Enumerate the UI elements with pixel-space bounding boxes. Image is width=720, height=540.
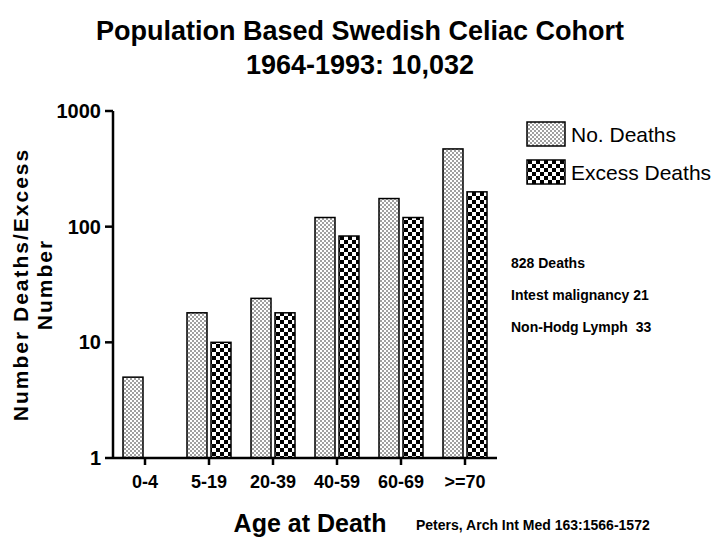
x-tick-label: >=70 <box>444 472 485 492</box>
y-tick <box>105 110 113 113</box>
bar <box>339 236 359 458</box>
title: Population Based Swedish Celiac Cohort <box>96 16 624 46</box>
legend-label: Excess Deaths <box>571 161 711 184</box>
bar <box>379 199 399 458</box>
bar <box>123 377 143 458</box>
y-tick <box>105 341 113 344</box>
bars <box>123 149 487 458</box>
chart: Population Based Swedish Celiac Cohort 19… <box>0 0 720 540</box>
bar <box>403 218 423 458</box>
y-tick-label: 1000 <box>57 100 102 122</box>
bar <box>187 313 207 458</box>
x-tick <box>464 458 467 465</box>
bar <box>315 218 335 458</box>
x-tick-label: 60-69 <box>378 472 424 492</box>
bar <box>443 149 463 458</box>
legend-label: No. Deaths <box>571 123 676 146</box>
x-tick-label: 40-59 <box>314 472 360 492</box>
y-tick-label: 1 <box>90 447 101 469</box>
y-tick <box>105 457 113 460</box>
x-tick-label: 0-4 <box>132 472 158 492</box>
x-tick <box>336 458 339 465</box>
y-tick-label: 100 <box>68 216 101 238</box>
subtitle: 1964-1993: 10,032 <box>246 50 474 80</box>
x-tick-label: 20-39 <box>250 472 296 492</box>
x-tick <box>272 458 275 465</box>
y-tick-label: 10 <box>79 331 101 353</box>
x-tick-label: 5-19 <box>191 472 227 492</box>
bar <box>251 298 271 458</box>
legend-swatch <box>527 122 565 146</box>
x-tick <box>400 458 403 465</box>
bar <box>211 342 231 458</box>
annotation: 828 Deaths <box>511 255 585 271</box>
legend-swatch <box>527 160 565 184</box>
x-tick <box>144 458 147 465</box>
y-axis-label: Number <box>33 239 56 330</box>
y-tick <box>105 225 113 228</box>
source: Peters, Arch Int Med 163:1566-1572 <box>416 517 650 533</box>
bar <box>275 313 295 458</box>
x-axis-label: Age at Death <box>234 509 387 537</box>
bar <box>467 192 487 458</box>
annotation: Non-Hodg Lymph 33 <box>511 319 651 335</box>
x-tick <box>208 458 211 465</box>
x-axis <box>113 457 497 460</box>
y-axis-label: Number Deaths/Excess <box>9 148 32 421</box>
y-axis <box>112 111 115 458</box>
annotation: Intest malignancy 21 <box>511 287 649 303</box>
